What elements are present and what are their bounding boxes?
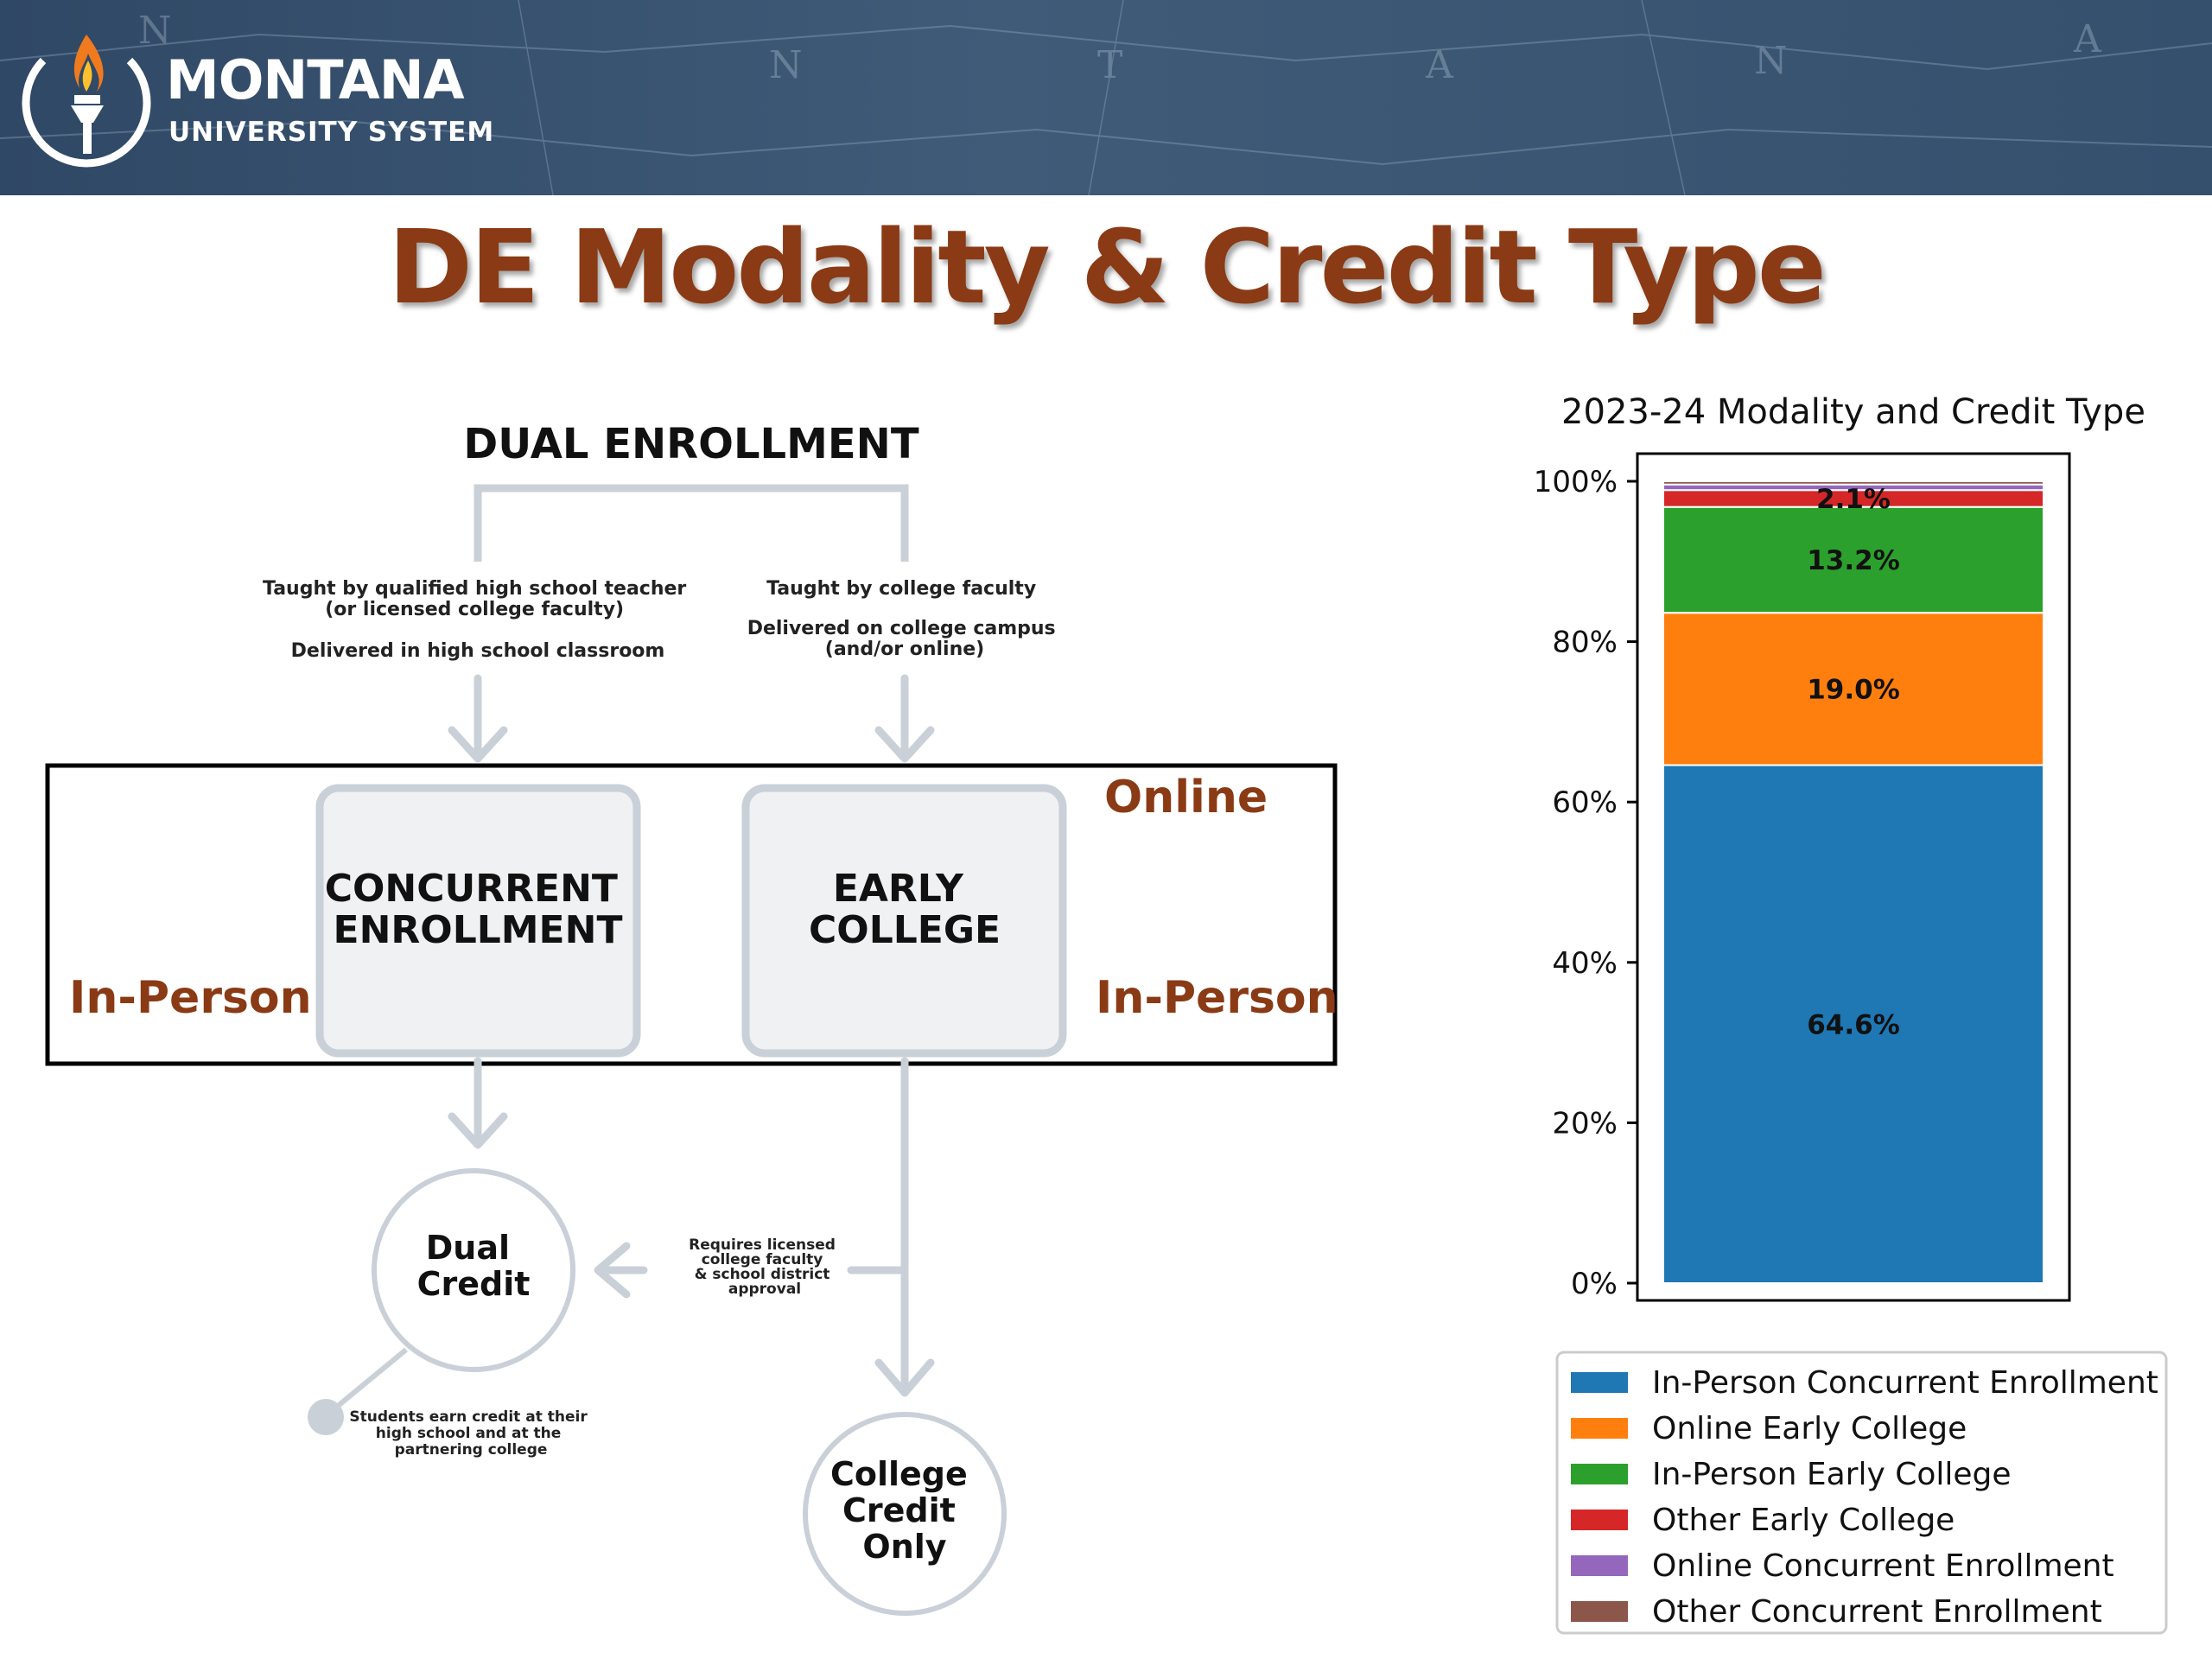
legend-entry: In-Person Concurrent Enrollment bbox=[1652, 1365, 2158, 1401]
modality-inperson-left-label: In-Person bbox=[69, 972, 312, 1024]
legend-swatch bbox=[1571, 1555, 1628, 1576]
legend-entry: Other Concurrent Enrollment bbox=[1652, 1594, 2102, 1630]
chart-axes-frame bbox=[1636, 452, 2071, 1302]
legend-swatch bbox=[1571, 1601, 1628, 1622]
legend-swatch bbox=[1571, 1372, 1628, 1393]
bar-data-label-2: 13.2% bbox=[1807, 545, 1900, 576]
dual-credit-label: Dual Credit bbox=[417, 1229, 531, 1303]
requires-approval-note: Requires licensed college faculty & scho… bbox=[689, 1236, 841, 1298]
bracket-line bbox=[474, 484, 909, 562]
map-letter: T bbox=[1097, 43, 1122, 87]
bar-data-label-0: 64.6% bbox=[1807, 1009, 1900, 1040]
concurrent-enrollment-label: CONCURRENT ENROLLMENT bbox=[325, 867, 632, 952]
map-letter: N bbox=[1754, 39, 1788, 83]
note-dot bbox=[308, 1399, 344, 1435]
arrow-to-concurrent bbox=[448, 674, 508, 763]
y-tick-label: 0% bbox=[1571, 1267, 1618, 1301]
legend-entry: Online Concurrent Enrollment bbox=[1652, 1548, 2114, 1584]
modality-online-label: Online bbox=[1104, 772, 1268, 823]
bar-data-label-3: 2.1% bbox=[1816, 484, 1891, 515]
map-letter: A bbox=[1425, 43, 1454, 87]
map-background: N N T A N A bbox=[0, 0, 2212, 195]
right-branch-note: Taught by college faculty Delivered on c… bbox=[747, 578, 1063, 660]
arrow-to-dual-credit bbox=[448, 1057, 508, 1149]
y-tick-label: 100% bbox=[1534, 465, 1618, 499]
college-credit-only-circle bbox=[803, 1412, 1007, 1616]
modality-credit-chart: 2023-24 Modality and Credit Type 0% 20% 40… bbox=[1534, 392, 2168, 1635]
chart-title: 2023-24 Modality and Credit Type bbox=[1561, 392, 2145, 432]
map-letter: N bbox=[138, 9, 172, 53]
diagram-top-label: DUAL ENROLLMENT bbox=[463, 420, 918, 468]
legend-entry: In-Person Early College bbox=[1652, 1457, 2012, 1492]
torch-logo-icon bbox=[22, 35, 151, 168]
left-branch-note: Taught by qualified high school teacher … bbox=[263, 578, 693, 662]
arrow-early-to-dual-credit bbox=[594, 1242, 648, 1299]
legend-swatch bbox=[1571, 1464, 1628, 1484]
modality-frame bbox=[45, 763, 1338, 1066]
logo-wordmark: MONTANA bbox=[166, 48, 465, 111]
y-tick-label: 20% bbox=[1552, 1106, 1618, 1141]
legend-entry: Online Early College bbox=[1652, 1411, 1967, 1446]
chart-legend-box bbox=[1555, 1351, 2168, 1635]
dual-enrollment-diagram: DUAL ENROLLMENT Taught by qualified high… bbox=[45, 420, 1338, 1616]
dual-credit-connector bbox=[331, 1347, 408, 1413]
map-letter: N bbox=[769, 43, 803, 87]
bar-segment-1 bbox=[1662, 612, 2044, 766]
students-note: Students earn credit at their high schoo… bbox=[349, 1408, 592, 1459]
college-credit-only-label: College Credit Only bbox=[830, 1455, 979, 1566]
legend-swatch bbox=[1571, 1510, 1628, 1530]
logo-subtitle: UNIVERSITY SYSTEM bbox=[168, 117, 495, 148]
bar-segment-5 bbox=[1662, 480, 2044, 486]
legend-entry: Other Early College bbox=[1652, 1503, 1955, 1538]
modality-inperson-right-label: In-Person bbox=[1096, 972, 1338, 1024]
arrow-to-college-credit bbox=[874, 1057, 935, 1397]
y-tick-label: 40% bbox=[1552, 946, 1618, 981]
page-title: DE Modality & Credit Type bbox=[388, 207, 1827, 327]
legend-swatch bbox=[1571, 1418, 1628, 1439]
dual-credit-circle bbox=[372, 1168, 575, 1372]
bar-data-label-1: 19.0% bbox=[1807, 674, 1900, 705]
y-tick-label: 80% bbox=[1552, 626, 1618, 660]
bar-segment-0 bbox=[1662, 764, 2044, 1284]
early-college-box bbox=[741, 784, 1067, 1058]
bar-segment-2 bbox=[1662, 505, 2044, 614]
header-banner: N N T A N A MONTANA UNIVERSITY SYSTEM bbox=[0, 0, 2212, 195]
early-college-label: EARLY COLLEGE bbox=[809, 867, 1001, 952]
concurrent-enrollment-box bbox=[315, 784, 641, 1058]
y-tick-label: 60% bbox=[1552, 785, 1618, 820]
map-letter: A bbox=[2073, 17, 2102, 61]
arrow-to-early bbox=[874, 674, 935, 763]
